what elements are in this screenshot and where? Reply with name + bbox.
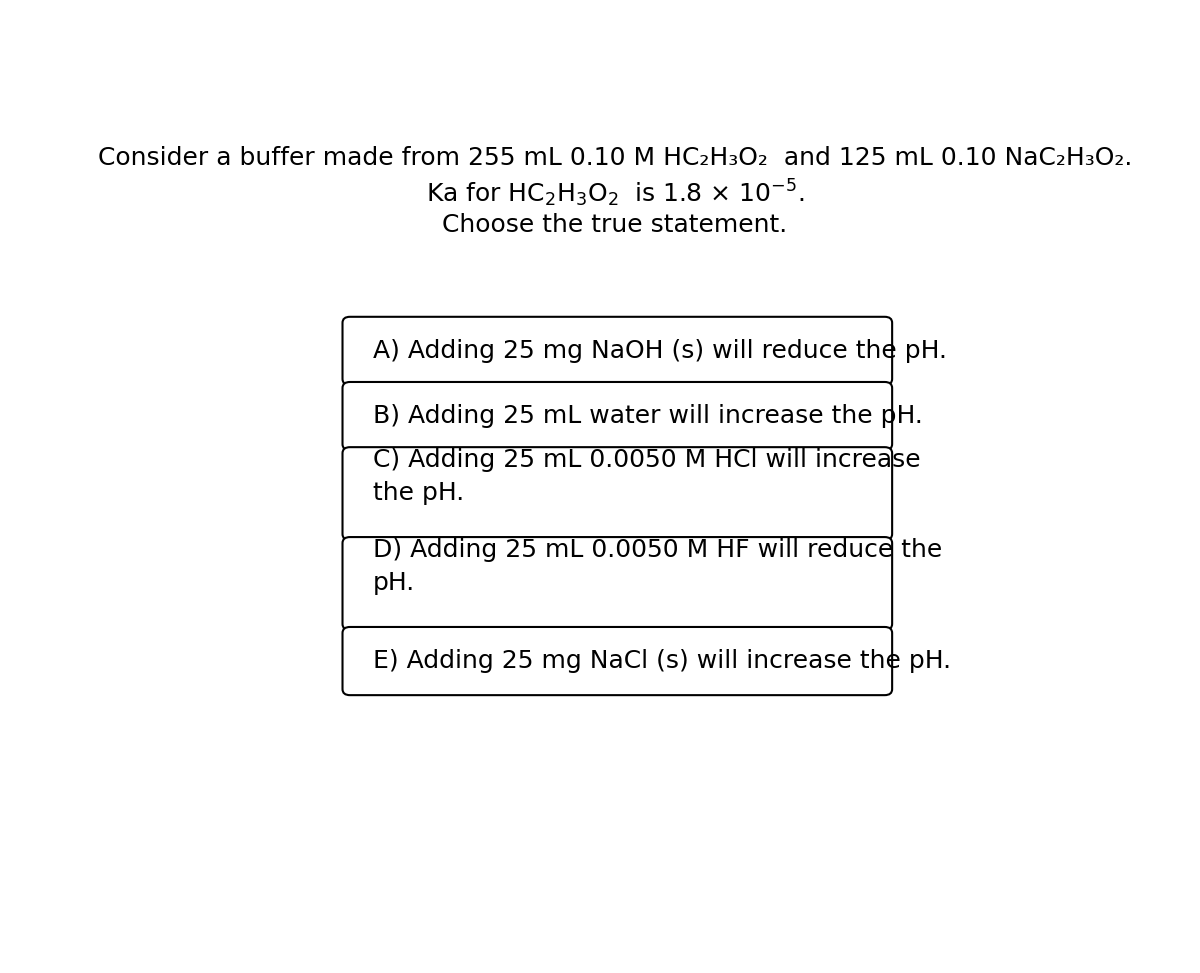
FancyBboxPatch shape	[342, 537, 892, 630]
Text: Consider a buffer made from 255 mL 0.10 M HC₂H₃O₂  and 125 mL 0.10 NaC₂H₃O₂.: Consider a buffer made from 255 mL 0.10 …	[98, 146, 1132, 170]
FancyBboxPatch shape	[342, 382, 892, 450]
Text: B) Adding 25 mL water will increase the pH.: B) Adding 25 mL water will increase the …	[373, 404, 923, 428]
Text: Ka for HC$_2$H$_3$O$_2$  is 1.8 $\times$ 10$^{-5}$.: Ka for HC$_2$H$_3$O$_2$ is 1.8 $\times$ …	[426, 177, 804, 209]
FancyBboxPatch shape	[342, 627, 892, 695]
Text: D) Adding 25 mL 0.0050 M HF will reduce the
pH.: D) Adding 25 mL 0.0050 M HF will reduce …	[373, 537, 942, 595]
FancyBboxPatch shape	[342, 317, 892, 385]
Text: E) Adding 25 mg NaCl (s) will increase the pH.: E) Adding 25 mg NaCl (s) will increase t…	[373, 649, 952, 673]
Text: A) Adding 25 mg NaOH (s) will reduce the pH.: A) Adding 25 mg NaOH (s) will reduce the…	[373, 339, 947, 363]
FancyBboxPatch shape	[342, 448, 892, 540]
Text: Choose the true statement.: Choose the true statement.	[443, 213, 787, 237]
Text: C) Adding 25 mL 0.0050 M HCl will increase
the pH.: C) Adding 25 mL 0.0050 M HCl will increa…	[373, 448, 920, 505]
